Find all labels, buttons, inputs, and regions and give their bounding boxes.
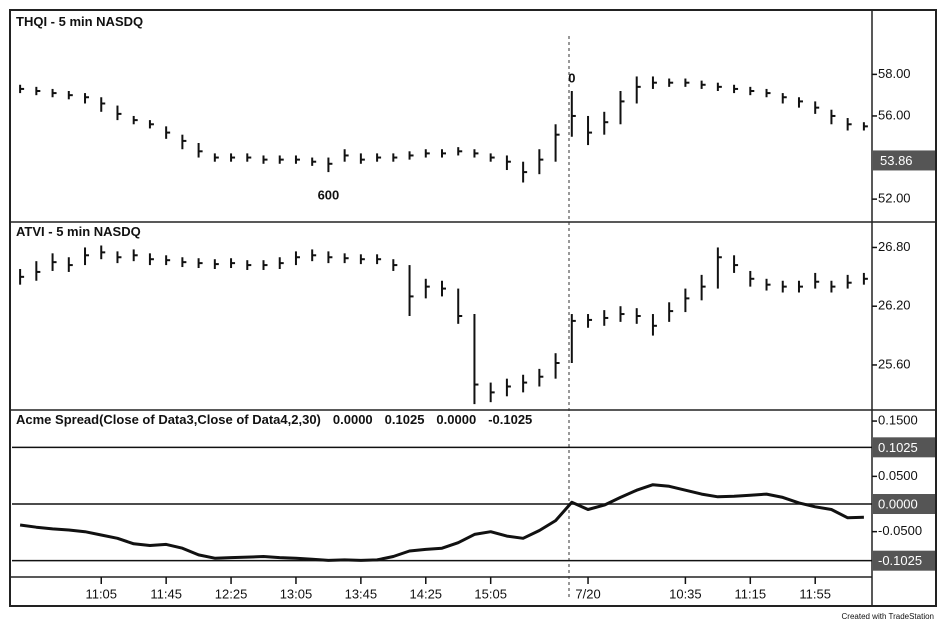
y-tick-label: 25.60 — [878, 356, 911, 371]
annotation: 600 — [318, 188, 340, 203]
y-tick-label: 58.00 — [878, 66, 911, 81]
panel-title: Acme Spread(Close of Data3,Close of Data… — [16, 412, 532, 427]
title-text: Acme Spread(Close of Data3,Close of Data… — [16, 412, 321, 427]
annotation: 0 — [568, 70, 575, 85]
y-tick-label: 52.00 — [878, 191, 911, 206]
title-text: ATVI - 5 min NASDQ — [16, 224, 141, 239]
x-tick-label: 11:55 — [799, 586, 831, 601]
panel-title: THQI - 5 min NASDQ — [16, 14, 143, 29]
spread-line — [19, 483, 864, 562]
y-tick-label: 0.0500 — [878, 468, 918, 483]
frame — [9, 9, 937, 607]
readout: 0.0000 — [436, 412, 476, 427]
readout: 0.0000 — [333, 412, 373, 427]
x-tick-label: 11:45 — [150, 586, 182, 601]
title-text: THQI - 5 min NASDQ — [16, 14, 143, 29]
level-label: -0.1025 — [878, 553, 922, 568]
x-tick-label: 11:05 — [85, 586, 117, 601]
x-tick-label: 15:05 — [474, 586, 507, 601]
readout: -0.1025 — [488, 412, 532, 427]
y-tick-label: 26.20 — [878, 298, 911, 313]
level-label: 0.0000 — [878, 496, 918, 511]
x-tick-label: 10:35 — [669, 586, 702, 601]
last-price-box — [873, 150, 935, 171]
level-box — [873, 550, 935, 571]
y-tick-label: 26.80 — [878, 239, 911, 254]
level-box — [873, 437, 935, 458]
x-tick-label: 11:15 — [735, 586, 767, 601]
x-tick-label: 13:45 — [345, 586, 378, 601]
panel-title: ATVI - 5 min NASDQ — [16, 224, 141, 239]
x-tick-label: 14:25 — [410, 586, 443, 601]
y-tick-label: 56.00 — [878, 107, 911, 122]
last-price-label: 53.86 — [880, 153, 913, 168]
y-tick-label: 0.1500 — [878, 412, 918, 427]
x-tick-label: 13:05 — [280, 586, 313, 601]
x-tick-label: 7/20 — [575, 586, 600, 601]
level-box — [873, 494, 935, 515]
level-label: 0.1025 — [878, 440, 918, 455]
x-tick-label: 12:25 — [215, 586, 248, 601]
readout: 0.1025 — [385, 412, 425, 427]
footer: Created with TradeStation — [842, 612, 935, 621]
y-tick-label: -0.0500 — [878, 523, 922, 538]
